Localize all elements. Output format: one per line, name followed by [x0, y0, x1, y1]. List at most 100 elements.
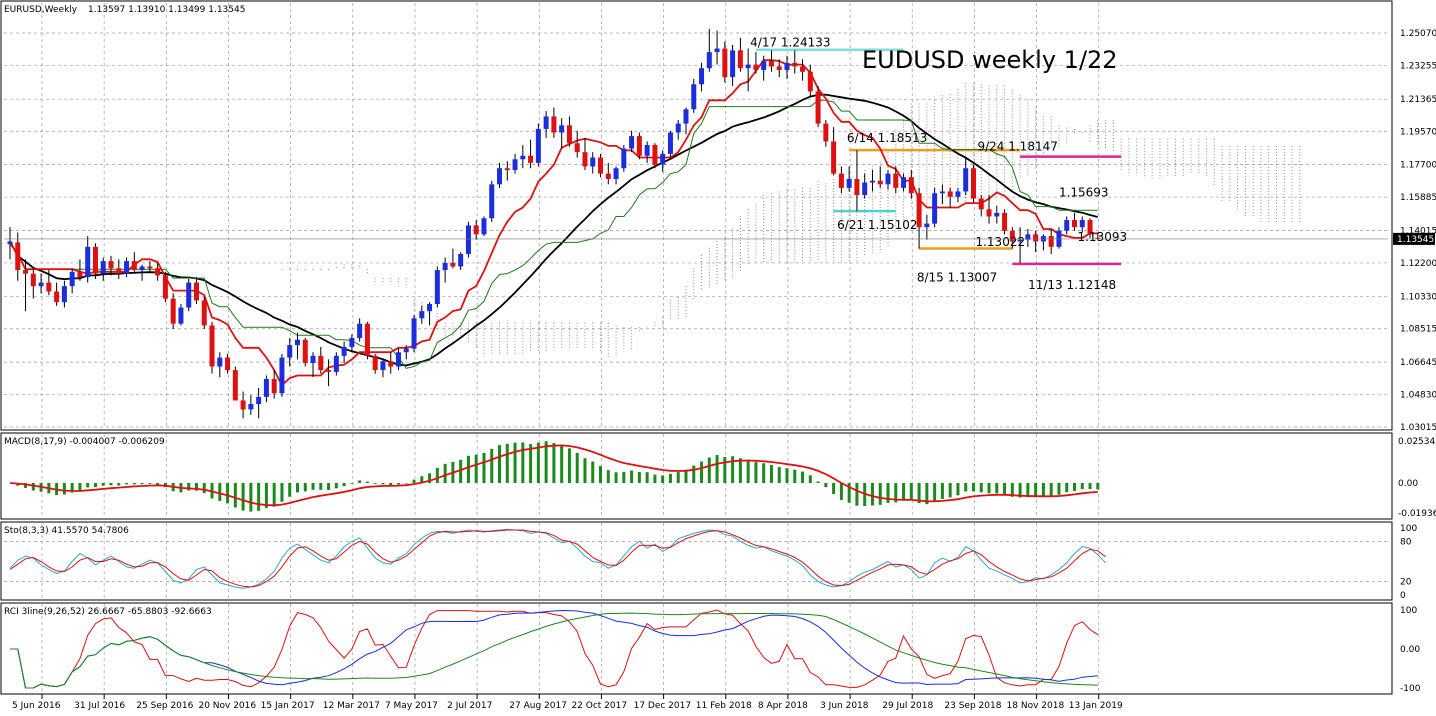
annotation-label: 4/17 1.24133 [750, 36, 830, 50]
candle-body [419, 311, 425, 319]
macd-signal-line [9, 444, 1098, 507]
candle-body [434, 270, 440, 305]
time-label: 3 Jun 2018 [820, 701, 869, 711]
candle-body [302, 339, 308, 363]
candle-body [846, 178, 852, 188]
candle-body [869, 180, 875, 183]
candlesticks [7, 28, 1101, 419]
time-label: 7 May 2017 [385, 701, 438, 711]
stoch-d-line [9, 529, 1106, 588]
candle-body [217, 357, 223, 367]
candle-body [986, 209, 992, 217]
candle-body [699, 68, 705, 85]
candle-body [776, 66, 782, 70]
time-label: 29 Jul 2018 [882, 701, 933, 711]
candle-body [714, 48, 720, 53]
annotation-label: 6/14 1.18513 [847, 131, 927, 145]
candle-body [201, 300, 207, 326]
current-price-box [1393, 232, 1435, 245]
candle-body [92, 246, 98, 274]
candle-body [442, 262, 448, 271]
grid [4, 3, 1388, 693]
stochastic-panel[interactable] [0, 521, 1393, 601]
candle-body [978, 198, 984, 210]
candle-body [1009, 230, 1015, 242]
price-tick: 1.04830 [1400, 391, 1436, 401]
candle-body [279, 357, 285, 394]
candle-body [706, 52, 712, 69]
candle-body [364, 323, 370, 356]
time-label: 15 Jan 2017 [261, 701, 315, 711]
candle-body [124, 261, 130, 274]
candle-body [46, 282, 52, 292]
candle-body [170, 298, 176, 324]
candle-body [800, 66, 806, 72]
candle-body [660, 153, 666, 165]
stoch-tick: 80 [1400, 537, 1412, 547]
candle-body [380, 361, 386, 371]
price-panel[interactable] [0, 0, 1393, 431]
candle-body [838, 173, 844, 188]
tenkan-line [9, 59, 1098, 387]
price-tick: 1.21365 [1400, 95, 1436, 105]
candle-body [807, 71, 813, 92]
time-label: 5 Jun 2016 [12, 701, 61, 711]
candle-body [512, 159, 518, 171]
candle-body [232, 370, 238, 401]
candle-body [139, 266, 145, 271]
candle-body [520, 155, 526, 160]
candle-body [209, 325, 215, 367]
candle-body [54, 291, 60, 303]
candle-body [38, 282, 44, 287]
candle-body [481, 218, 487, 235]
time-label: 23 Sep 2018 [944, 701, 1001, 711]
candle-body [761, 61, 767, 70]
candle-body [629, 136, 635, 149]
stoch-tick: 20 [1400, 578, 1412, 588]
price-tick: 1.08515 [1400, 325, 1436, 335]
candle-body [675, 123, 681, 133]
candle-body [326, 370, 332, 372]
candle-body [815, 91, 821, 124]
annotation-label: 8/15 1.13007 [917, 270, 997, 284]
candle-body [792, 62, 798, 67]
annotation-label: 11/13 1.12148 [1028, 278, 1116, 292]
candle-body [1079, 220, 1085, 228]
candle-body [240, 400, 246, 410]
candle-body [1025, 234, 1031, 240]
time-label: 20 Nov 2016 [198, 701, 256, 711]
candle-body [784, 62, 790, 70]
candle-body [1002, 212, 1008, 231]
candle-body [582, 152, 588, 167]
candle-body [963, 168, 969, 192]
annotation-label: 6/21 1.15102 [837, 218, 917, 232]
candle-body [885, 173, 891, 185]
candle-body [497, 168, 503, 185]
time-label: 31 Jul 2016 [74, 701, 125, 711]
candle-body [131, 261, 137, 271]
macd-panel[interactable] [0, 432, 1393, 520]
candle-body [85, 246, 91, 278]
candle-body [543, 116, 549, 129]
candle-body [225, 357, 231, 371]
rci-short-line [10, 609, 1099, 689]
candle-body [504, 168, 510, 171]
candle-body [644, 145, 650, 156]
time-label: 17 Dec 2017 [634, 701, 692, 711]
stoch-tick: 0 [1400, 591, 1406, 601]
time-label: 27 Aug 2017 [509, 701, 567, 711]
candle-body [473, 225, 479, 235]
stoch-tick: 100 [1400, 524, 1417, 534]
candle-body [893, 173, 899, 188]
time-label: 11 Feb 2018 [696, 701, 752, 711]
candle-body [489, 184, 495, 219]
stochastic-label: Sto(8,3,3) 41.5570 54.7806 [4, 526, 129, 536]
candle-body [605, 173, 611, 179]
annotation-label: 1.13093 [1077, 230, 1127, 244]
candle-body [535, 128, 541, 163]
candle-body [388, 361, 394, 367]
candle-body [287, 345, 293, 358]
candle-body [994, 212, 1000, 217]
macd-tick: 0.02534 [1398, 437, 1435, 447]
